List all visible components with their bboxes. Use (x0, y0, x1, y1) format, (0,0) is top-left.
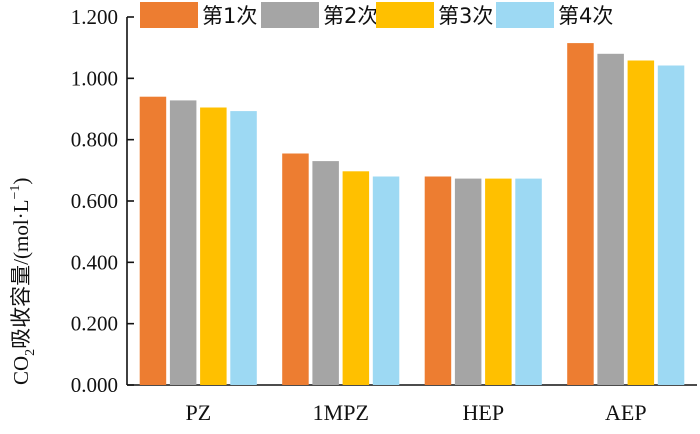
x-tick-label: 1MPZ (313, 400, 369, 425)
bar (454, 178, 482, 385)
y-axis-label-main: 吸收容量/(mol·L (9, 199, 33, 348)
x-tick-label: PZ (185, 400, 211, 425)
bar (282, 153, 309, 385)
bar (424, 176, 452, 385)
y-axis-label: CO2吸收容量/(mol·L−1) (8, 178, 38, 385)
bar (515, 178, 542, 385)
y-axis-label-prefix: CO (9, 356, 33, 385)
y-tick-label: 0.200 (71, 312, 118, 336)
bar (567, 43, 594, 385)
legend-label: 第1次 (202, 4, 257, 28)
y-tick-label: 0.000 (71, 373, 118, 397)
bars (139, 43, 685, 386)
bar (627, 60, 655, 385)
y-ticks: 0.000 0.200 0.400 0.600 0.800 1.000 1.200 (71, 5, 134, 397)
bar (657, 65, 685, 385)
y-tick-label: 0.800 (71, 128, 118, 152)
y-axis-label-sub: 2 (23, 349, 38, 356)
legend-swatch (261, 2, 319, 28)
bar (597, 53, 624, 386)
x-tick-label: AEP (605, 400, 647, 425)
x-tick-labels: PZ 1MPZ HEP AEP (185, 400, 646, 425)
bar (230, 111, 257, 385)
legend-swatch (140, 2, 198, 28)
legend: 第1次 第2次 第3次 第4次 (140, 2, 613, 28)
legend-label: 第2次 (323, 4, 378, 28)
y-tick-label: 0.400 (71, 250, 118, 274)
y-axis-label-sup: −1 (8, 185, 23, 200)
y-tick-label: 1.200 (71, 5, 118, 29)
y-tick-label: 1.000 (71, 66, 118, 90)
x-tick-label: HEP (463, 400, 505, 425)
bar (342, 171, 370, 385)
legend-label: 第3次 (438, 4, 493, 28)
y-axis-label-suffix: ) (9, 178, 33, 185)
legend-label: 第4次 (558, 4, 613, 28)
bar (139, 96, 167, 385)
y-tick-label: 0.600 (71, 189, 118, 213)
legend-swatch (376, 2, 434, 28)
bar (312, 161, 339, 385)
legend-swatch (496, 2, 554, 28)
bar (485, 178, 512, 385)
bar (169, 100, 197, 386)
bar (372, 176, 400, 385)
bar (200, 107, 227, 385)
